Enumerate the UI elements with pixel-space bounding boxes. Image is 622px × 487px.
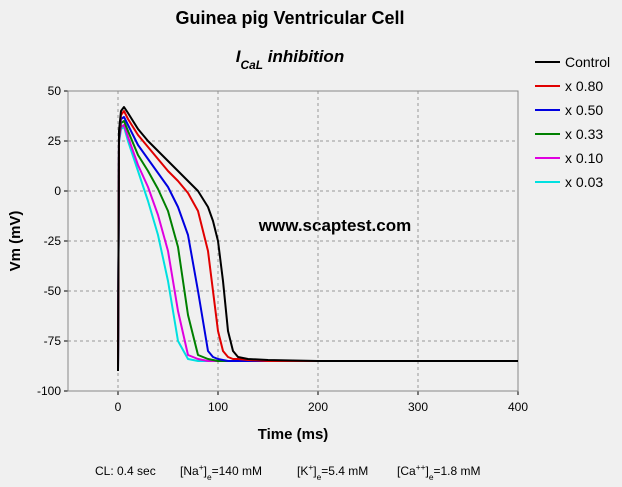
y-axis-label: Vm (mV) [7, 211, 24, 272]
legend-label: x 0.50 [565, 102, 603, 118]
legend-label: x 0.10 [565, 150, 603, 166]
legend-label: x 0.33 [565, 126, 603, 142]
text-part: I [236, 47, 242, 66]
superscript: + [308, 462, 313, 472]
series-line [117, 106, 518, 372]
subscript: CaL [241, 58, 263, 72]
note: [Na+]e=140 mM [180, 462, 262, 482]
text-part: inhibition [263, 47, 344, 66]
note: [K+]e=5.4 mM [297, 462, 368, 482]
text-part: =1.8 mM [434, 464, 481, 478]
annotation: www.scaptest.com [258, 216, 411, 235]
plot-frame [67, 90, 519, 392]
y-tick-label: -50 [44, 284, 62, 298]
text-part: [Ca [397, 464, 416, 478]
note: [Ca++]e=1.8 mM [397, 462, 481, 482]
text-part: [K [297, 464, 308, 478]
note: CL: 0.4 sec [95, 464, 156, 478]
x-tick-label: 100 [208, 400, 228, 414]
x-tick-label: 400 [508, 400, 528, 414]
y-tick-label: 50 [48, 84, 62, 98]
text-part: ] [425, 464, 428, 478]
legend-label: Control [565, 54, 610, 70]
y-tick-label: 25 [48, 134, 62, 148]
text-part: =5.4 mM [321, 464, 368, 478]
superscript: + [199, 462, 204, 472]
y-tick-label: -100 [37, 384, 61, 398]
text-part: ] [313, 464, 316, 478]
chart-subtitle: ICaL inhibition [236, 47, 344, 72]
legend-label: x 0.03 [565, 174, 603, 190]
text-part: ] [204, 464, 207, 478]
text-part: [Na [180, 464, 199, 478]
subscript: e [317, 472, 322, 482]
x-tick-label: 200 [308, 400, 328, 414]
legend-label: x 0.80 [565, 78, 603, 94]
chart-title: Guinea pig Ventricular Cell [175, 8, 404, 28]
text-part: CL: 0.4 sec [95, 464, 156, 478]
subscript: e [429, 472, 434, 482]
x-tick-label: 300 [408, 400, 428, 414]
x-tick-label: 0 [115, 400, 122, 414]
text-part: =140 mM [212, 464, 262, 478]
superscript: ++ [416, 462, 426, 472]
y-tick-label: -25 [44, 234, 62, 248]
y-tick-label: 0 [54, 184, 61, 198]
subscript: e [207, 472, 212, 482]
x-axis-label: Time (ms) [258, 426, 329, 443]
y-tick-label: -75 [44, 334, 62, 348]
